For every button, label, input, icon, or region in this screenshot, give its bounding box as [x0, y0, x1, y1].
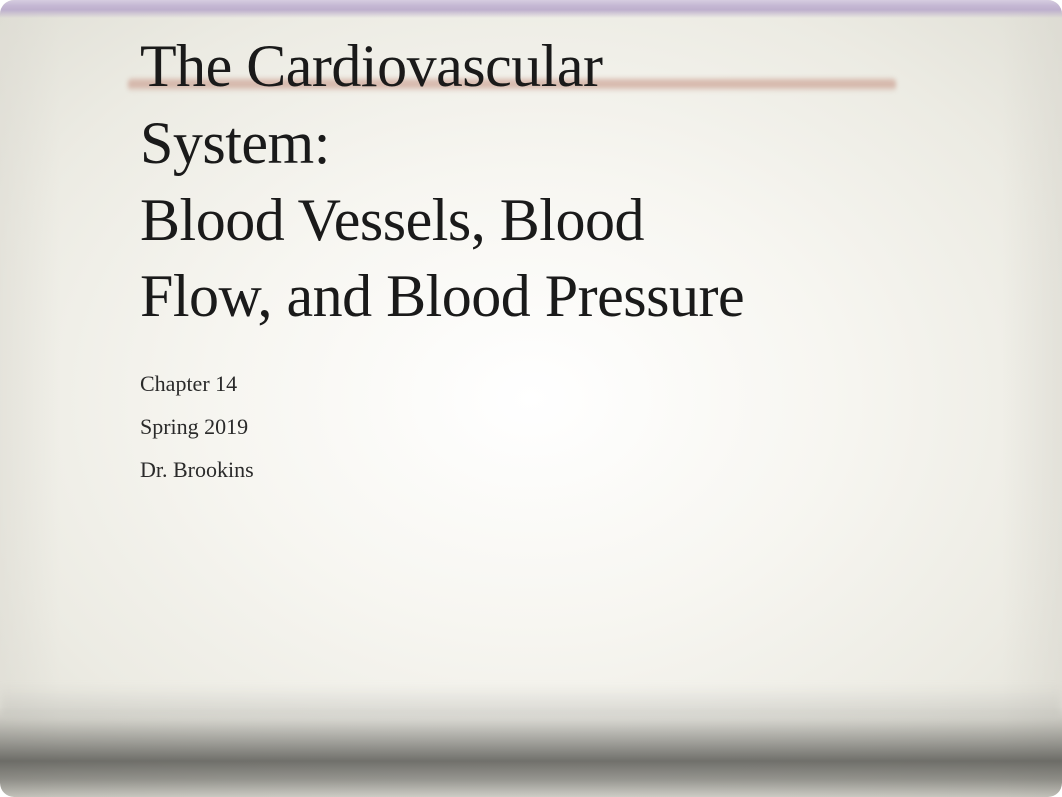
top-border-decoration: [0, 0, 1062, 18]
title-line-2: Blood Vessels, Blood Flow, and Blood Pre…: [140, 187, 744, 330]
slide-title: The Cardiovascular System: Blood Vessels…: [140, 28, 760, 335]
instructor-label: Dr. Brookins: [140, 449, 760, 492]
slide-container: The Cardiovascular System: Blood Vessels…: [0, 0, 1062, 797]
bottom-band-decoration: [0, 707, 1062, 797]
title-line-1: The Cardiovascular System:: [140, 33, 602, 176]
vignette-left: [0, 0, 60, 797]
term-label: Spring 2019: [140, 406, 760, 449]
subtitle-block: Chapter 14 Spring 2019 Dr. Brookins: [140, 363, 760, 492]
content-area: The Cardiovascular System: Blood Vessels…: [140, 28, 760, 492]
chapter-label: Chapter 14: [140, 363, 760, 406]
vignette-right: [1002, 0, 1062, 797]
